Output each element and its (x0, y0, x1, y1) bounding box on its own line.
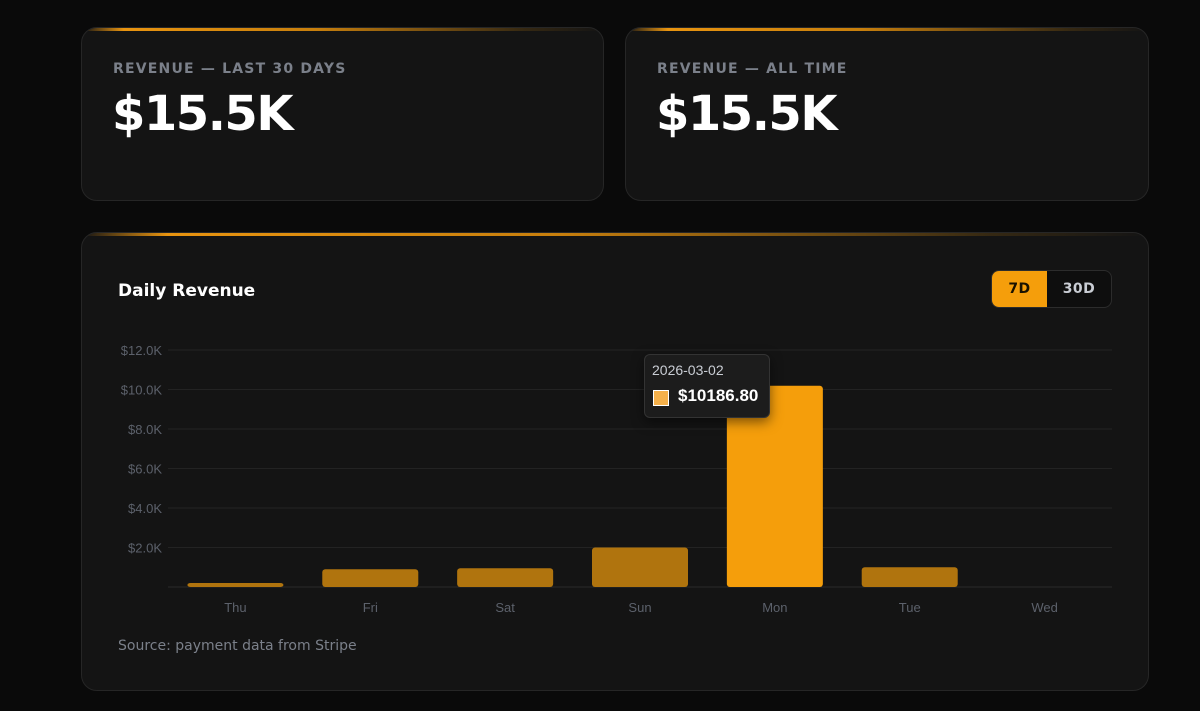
x-tick-label: Sat (495, 600, 515, 615)
source-note: Source: payment data from Stripe (118, 638, 357, 654)
range-30d-button[interactable]: 30D (1062, 281, 1096, 297)
daily-revenue-chart: $2.0K $4.0K $6.0K $8.0K $10.0K $12.0K Thu Fri Sa… (121, 343, 1112, 615)
y-tick-label: $12.0K (121, 343, 163, 358)
tooltip-date: 2026-03-02 (652, 362, 724, 378)
stat-label: REVENUE — ALL TIME (657, 61, 848, 77)
y-tick-label: $10.0K (121, 383, 163, 398)
stat-card-last-30-days: REVENUE — LAST 30 DAYS $15.5K (81, 27, 604, 201)
x-tick-label: Wed (1031, 600, 1058, 615)
x-tick-label: Thu (224, 600, 246, 615)
stat-value: $15.5K (112, 86, 294, 142)
bar-mon (726, 385, 823, 587)
range-toggle: 7D 30D (991, 270, 1112, 308)
y-tick-label: $2.0K (128, 541, 162, 556)
stat-value: $15.5K (656, 86, 838, 142)
bar-sun (592, 547, 688, 587)
stat-label: REVENUE — LAST 30 DAYS (113, 61, 347, 77)
y-tick-label: $8.0K (128, 422, 162, 437)
x-tick-label: Mon (762, 600, 787, 615)
chart-tooltip: 2026-03-02 $10186.80 (644, 354, 770, 418)
chart-title: Daily Revenue (118, 281, 256, 301)
bar-thu (187, 583, 284, 587)
bar-tue (861, 567, 958, 587)
tooltip-value: $10186.80 (678, 386, 759, 405)
x-tick-label: Tue (899, 600, 921, 615)
stat-card-all-time: REVENUE — ALL TIME $15.5K (625, 27, 1149, 201)
range-7d-button[interactable]: 7D (992, 271, 1047, 307)
bar-fri (322, 569, 419, 587)
y-tick-label: $4.0K (128, 501, 162, 516)
x-tick-label: Sun (628, 600, 651, 615)
y-tick-label: $6.0K (128, 462, 162, 477)
bar-sat (457, 568, 554, 587)
x-tick-label: Fri (363, 600, 378, 615)
tooltip-color-swatch (653, 390, 669, 406)
daily-revenue-card: $2.0K $4.0K $6.0K $8.0K $10.0K $12.0K Thu Fri Sa… (81, 232, 1149, 691)
